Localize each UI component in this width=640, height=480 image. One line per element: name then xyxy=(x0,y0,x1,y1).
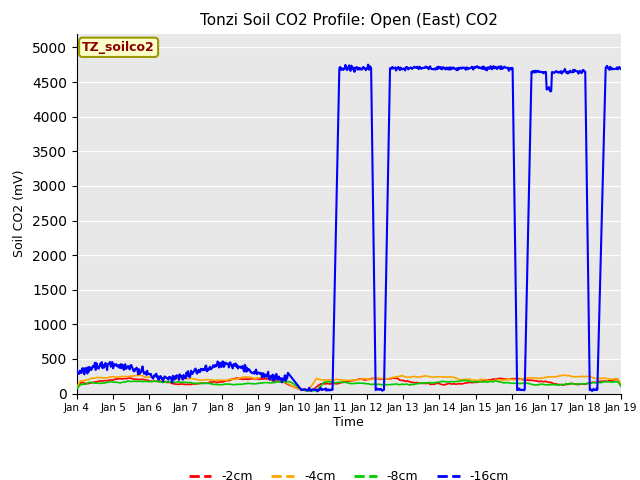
Title: Tonzi Soil CO2 Profile: Open (East) CO2: Tonzi Soil CO2 Profile: Open (East) CO2 xyxy=(200,13,498,28)
Y-axis label: Soil CO2 (mV): Soil CO2 (mV) xyxy=(13,170,26,257)
Text: TZ_soilco2: TZ_soilco2 xyxy=(82,41,155,54)
Legend: -2cm, -4cm, -8cm, -16cm: -2cm, -4cm, -8cm, -16cm xyxy=(184,465,514,480)
X-axis label: Time: Time xyxy=(333,416,364,429)
